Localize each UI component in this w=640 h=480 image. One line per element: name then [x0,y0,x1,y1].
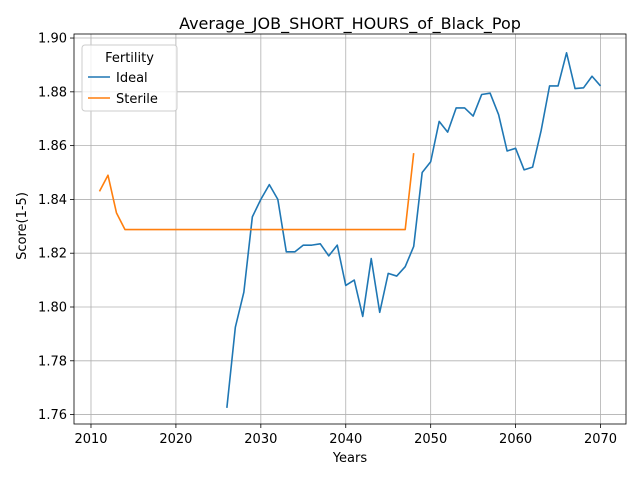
legend-box [81,44,178,112]
legend-title: Fertility [105,51,154,66]
x-axis-label: Years [332,451,368,466]
y-tick-label: 1.76 [38,408,67,423]
series-line-ideal [226,52,602,408]
y-tick-label: 1.90 [38,32,67,47]
x-tick-label: 2030 [244,432,277,447]
y-tick-label: 1.80 [38,301,67,316]
x-axis-ticks: 2010 2020 2030 2040 2050 2060 2070 [74,424,617,447]
x-tick-label: 2060 [499,432,532,447]
chart-title: Average_JOB_SHORT_HOURS_of_Black_Pop [179,14,521,34]
y-tick-label: 1.88 [38,85,67,100]
y-tick-label: 1.82 [38,247,67,262]
y-axis-ticks: 1.76 1.78 1.80 1.82 1.84 1.86 1.88 1.90 [38,32,74,423]
legend: Fertility Ideal Sterile [81,44,178,112]
y-tick-label: 1.84 [38,193,67,208]
x-tick-label: 2010 [74,432,107,447]
grid-lines [74,34,626,424]
x-tick-label: 2050 [414,432,447,447]
x-tick-label: 2020 [159,432,192,447]
legend-label-sterile: Sterile [116,92,158,107]
series-line-sterile [98,153,415,231]
y-tick-label: 1.86 [38,139,67,154]
legend-label-ideal: Ideal [116,71,148,86]
series-lines [98,52,602,408]
y-tick-label: 1.78 [38,354,67,369]
x-tick-label: 2040 [329,432,362,447]
y-axis-label: Score(1-5) [15,192,30,260]
plot-frame [73,33,627,425]
x-tick-label: 2070 [584,432,617,447]
